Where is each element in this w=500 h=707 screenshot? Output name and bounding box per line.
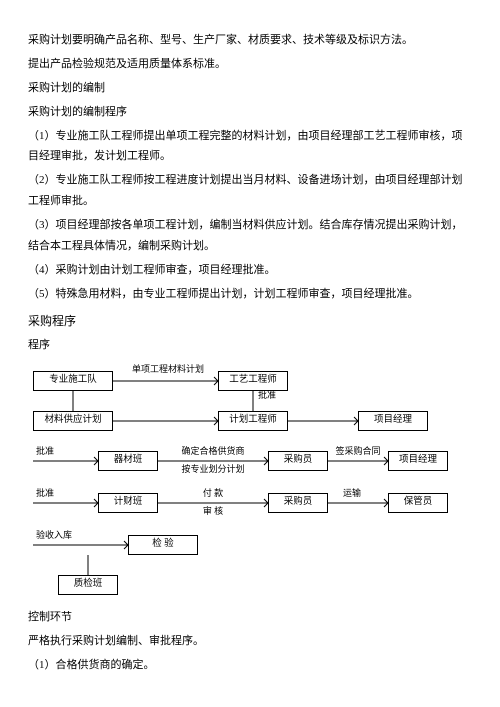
edge-transport: 运输 (343, 489, 361, 499)
para-supplier: （1）合格供货商的确定。 (28, 655, 472, 676)
node-finance: 计财班 (98, 493, 158, 512)
para-intro2: 提出产品检验规范及适用质量体系标准。 (28, 54, 472, 75)
para-item5: （5）特殊急用材料，由专业工程师提出计划，计划工程师审查，项目经理批准。 (28, 284, 472, 305)
para-item1: （1）专业施工队工程师提出单项工程完整的材料计划，由项目经理部工艺工程师审核，项… (28, 126, 472, 168)
node-buyer1: 采购员 (268, 451, 328, 470)
edge-approve1: 批准 (258, 391, 276, 401)
para-item3: （3）项目经理部按各单项工程计划，编制当材料供应计划。结合库存情况提出采购计划，… (28, 215, 472, 257)
node-plan-engineer: 计划工程师 (218, 411, 288, 430)
para-item4: （4）采购计划由计划工程师审查，项目经理批准。 (28, 260, 472, 281)
node-pm1: 项目经理 (358, 411, 428, 430)
para-intro1: 采购计划要明确产品名称、型号、生产厂家、材质要求、技术等级及标识方法。 (28, 30, 472, 51)
edge-pay: 付 款 (183, 489, 243, 499)
node-qc: 质检班 (58, 575, 118, 594)
para-procedure: 程序 (28, 335, 472, 356)
node-keeper: 保管员 (388, 493, 448, 512)
node-buyer2: 采购员 (268, 493, 328, 512)
para-control: 控制环节 (28, 607, 472, 628)
node-supply-plan: 材料供应计划 (33, 411, 113, 430)
node-equipment: 器材班 (98, 451, 158, 470)
edge-audit: 审 核 (178, 507, 248, 517)
node-team: 专业施工队 (33, 371, 113, 390)
node-inspect: 检 验 (128, 535, 198, 554)
node-pm2: 项目经理 (388, 451, 448, 470)
edge-contract: 签采购合同 (330, 447, 386, 457)
edge-approve3: 批准 (36, 489, 54, 499)
para-strict: 严格执行采购计划编制、审批程序。 (28, 631, 472, 652)
edge-supplier1: 确定合格供货商 (168, 447, 258, 457)
edge-supplier2: 按专业划分计划 (168, 465, 258, 475)
para-item2: （2）专业施工队工程师按工程进度计划提出当月材料、设备进场计划，由项目经理部计划… (28, 170, 472, 212)
node-tech-engineer: 工艺工程师 (218, 371, 288, 390)
flowchart: 专业施工队 单项工程材料计划 工艺工程师 批准 材料供应计划 计划工程师 项目经… (28, 361, 472, 599)
edge-checkin: 验收入库 (36, 531, 72, 541)
edge-single-plan: 单项工程材料计划 (123, 365, 213, 375)
para-plan-procedure: 采购计划的编制程序 (28, 102, 472, 123)
para-plan-header: 采购计划的编制 (28, 78, 472, 99)
section-title-purchase: 采购程序 (28, 310, 472, 333)
edge-approve2: 批准 (36, 447, 54, 457)
